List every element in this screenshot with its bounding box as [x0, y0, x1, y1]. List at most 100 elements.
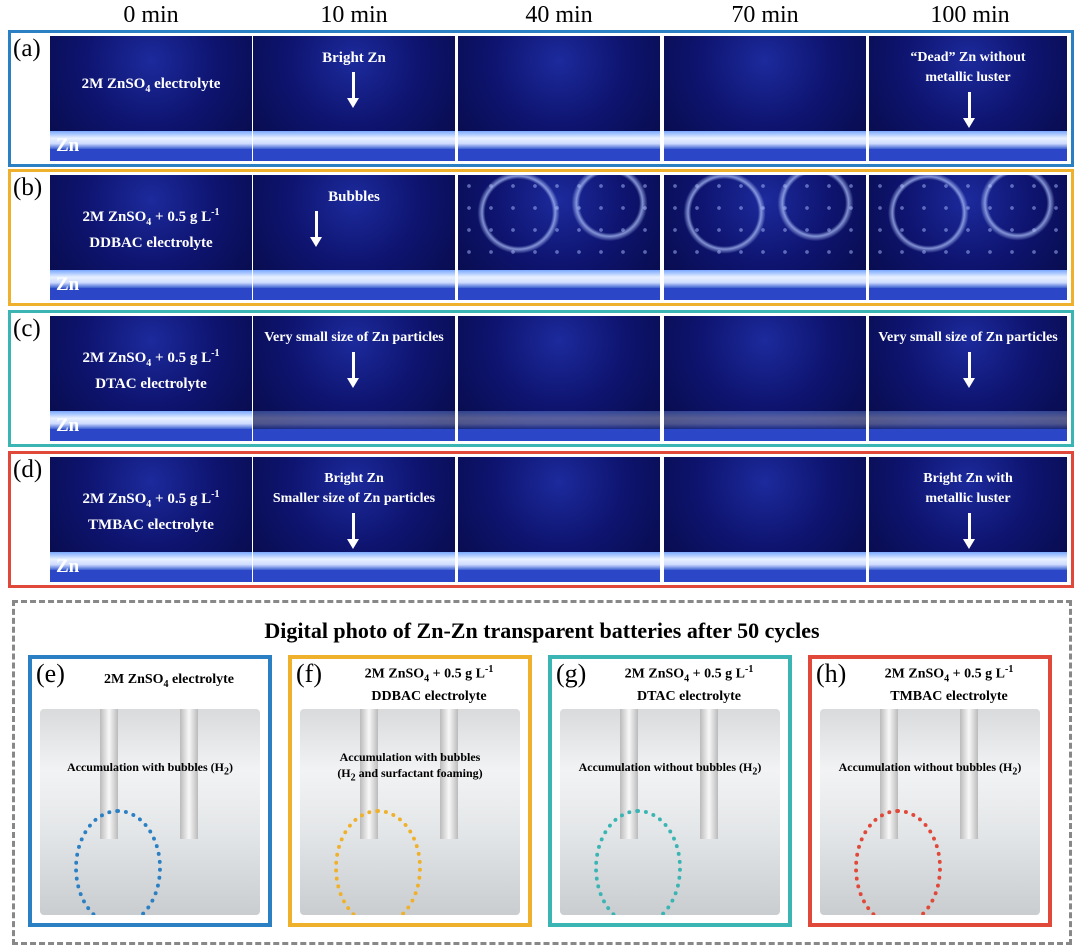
glow [458, 569, 660, 582]
zn-layer [869, 131, 1067, 149]
text-line: DTAC electrolyte [50, 374, 252, 394]
arrow [963, 513, 975, 549]
annotation: Bubbles [253, 187, 455, 207]
substrate-label: Zn [56, 274, 80, 295]
arrow [963, 92, 975, 128]
text-segment: 4 [944, 673, 950, 685]
text-line: Accumulation without bubbles (H2) [560, 759, 780, 780]
photo-section-frame [12, 600, 1072, 945]
glow [869, 287, 1067, 300]
text-line: metallic luster [869, 489, 1067, 509]
text-segment: 4 [146, 358, 152, 369]
substrate-label: Zn [56, 415, 80, 436]
zn-layer [253, 131, 455, 149]
text-line: DDBAC electrolyte [50, 233, 252, 253]
zn-layer [253, 270, 455, 288]
text-line: DTAC electrolyte [592, 688, 786, 706]
glow [869, 148, 1067, 161]
micrograph: Bright Zn [253, 36, 455, 161]
text-segment: -1 [211, 348, 220, 359]
photo-panel: (e) 2M ZnSO4 electrolyte Accumulation with… [28, 655, 272, 927]
text-segment: 2M ZnSO [884, 666, 945, 682]
text-line: Accumulation with bubbles (H2) [40, 759, 260, 780]
electrode [180, 709, 198, 839]
text-segment: + 0.5 g L [151, 209, 212, 225]
text-segment: TMBAC electrolyte [88, 517, 214, 533]
battery-photo: Accumulation without bubbles (H2) [820, 709, 1040, 915]
electrode [620, 709, 638, 839]
micrograph [664, 175, 866, 300]
text-segment: 4 [146, 217, 152, 228]
annotation: Accumulation with bubbles (H2) [40, 759, 260, 780]
glow [664, 287, 866, 300]
zn-layer [664, 270, 866, 288]
micrograph: Very small size of Zn particles [869, 316, 1067, 441]
micrograph: Bright Zn Smaller size of Zn particles [253, 457, 455, 582]
substrate-label: Zn [56, 556, 80, 577]
text-line: TMBAC electrolyte [852, 688, 1046, 706]
text-segment: metallic luster [925, 70, 1011, 85]
micrograph: 2M ZnSO4 + 0.5 g L-1 DTAC electrolyte Zn [50, 316, 252, 441]
row-label: (b) [13, 174, 43, 201]
text-segment: Accumulation with bubbles [339, 750, 481, 764]
panel-label: (h) [816, 659, 847, 688]
micrograph: 2M ZnSO4 electrolyte Zn [50, 36, 252, 161]
zn-layer [458, 411, 660, 429]
text-line: 2M ZnSO4 electrolyte [72, 671, 266, 694]
annotation: Bright Zn with metallic luster [869, 469, 1067, 509]
micrograph [458, 36, 660, 161]
electrolyte-label: 2M ZnSO4 + 0.5 g L-1 TMBAC electrolyte [852, 661, 1046, 706]
micrograph: “Dead” Zn without metallic luster [869, 36, 1067, 161]
row-frame: (b) 2M ZnSO4 + 0.5 g L-1 DDBAC electrolyte… [8, 169, 1074, 306]
text-line: 2M ZnSO4 + 0.5 g L-1 [852, 661, 1046, 688]
glow [50, 287, 252, 300]
annotation: Accumulation without bubbles (H2) [820, 759, 1040, 780]
text-segment: ) [229, 760, 234, 774]
text-segment: ) [1017, 760, 1022, 774]
glow [50, 148, 252, 161]
text-line: (H2 and surfactant foaming) [300, 765, 520, 786]
text-segment: and surfactant foaming) [355, 766, 483, 780]
text-segment: metallic luster [925, 491, 1011, 506]
glow [869, 428, 1067, 441]
micrograph: Bubbles [253, 175, 455, 300]
text-segment: Smaller size of Zn particles [272, 491, 436, 506]
text-line: 2M ZnSO4 + 0.5 g L-1 [50, 344, 252, 374]
row-frame: (d) 2M ZnSO4 + 0.5 g L-1 TMBAC electrolyte… [8, 451, 1074, 588]
text-segment: -1 [211, 489, 220, 500]
text-segment: 2 [350, 772, 356, 784]
micrograph [458, 316, 660, 441]
annotation: Bright Zn Smaller size of Zn particles [253, 469, 455, 509]
text-line: TMBAC electrolyte [50, 515, 252, 535]
text-segment: Bright Zn with [923, 471, 1013, 486]
zn-layer [664, 131, 866, 149]
photo-panel: (g) 2M ZnSO4 + 0.5 g L-1 DTAC electrolyte A… [548, 655, 792, 927]
highlight-circle [854, 809, 942, 915]
text-segment: “Dead” Zn without [910, 50, 1026, 65]
bubbles [664, 175, 866, 269]
text-line: Bright Zn with [869, 469, 1067, 489]
text-line: 2M ZnSO4 + 0.5 g L-1 [592, 661, 786, 688]
text-segment: 4 [163, 678, 169, 690]
text-segment: DDBAC electrolyte [371, 689, 487, 705]
micrograph: Very small size of Zn particles [253, 316, 455, 441]
text-segment: Accumulation without bubbles (H [838, 760, 1013, 774]
zn-layer [458, 552, 660, 570]
glow [458, 148, 660, 161]
zn-layer [458, 131, 660, 149]
time-label: 70 min [731, 2, 799, 28]
text-segment: 2M ZnSO [82, 209, 147, 225]
zn-layer [50, 411, 252, 429]
annotation: Accumulation with bubbles (H2 and surfact… [300, 749, 520, 786]
zn-layer [869, 552, 1067, 570]
text-line: 2M ZnSO4 electrolyte [50, 74, 252, 100]
glow [253, 287, 455, 300]
glow [664, 148, 866, 161]
micrograph [664, 36, 866, 161]
glow [50, 428, 252, 441]
zn-layer [50, 552, 252, 570]
time-label: 100 min [930, 2, 1010, 28]
zn-layer [458, 270, 660, 288]
panel-label: (e) [36, 659, 65, 688]
panel-label: (f) [296, 659, 322, 688]
